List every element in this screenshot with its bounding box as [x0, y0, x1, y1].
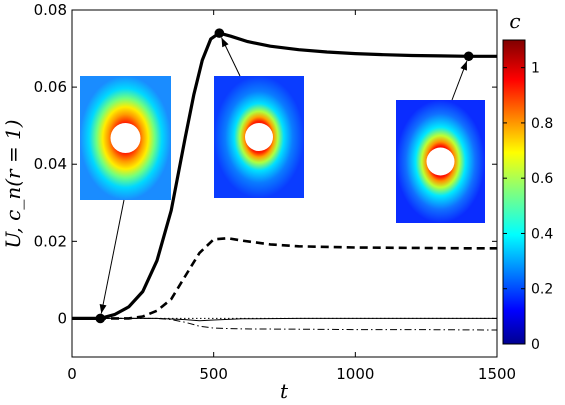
series-line-5	[72, 317, 497, 331]
colorbar	[502, 39, 526, 345]
y-tick-label: 0.04	[34, 155, 67, 173]
x-tick-label: 1500	[478, 365, 516, 383]
axis-ticks: 0 500 1000 1500 0 0.02 0.04 0.06 0.08	[34, 1, 517, 383]
y-tick-label: 0.08	[34, 1, 67, 19]
y-tick-label: 0	[57, 309, 67, 327]
colorbar-tick-label: 0.8	[531, 116, 553, 132]
x-tick-label: 500	[199, 365, 228, 383]
x-tick-label: 0	[67, 365, 77, 383]
colorbar-tick-label: 0	[531, 337, 540, 353]
colorbar-tick-label: 0.4	[531, 226, 553, 242]
data-marker	[463, 51, 474, 62]
arrow-head	[221, 37, 229, 48]
y-axis-label: U, c_n(r = 1)	[1, 119, 25, 248]
x-tick-label: 1000	[336, 365, 374, 383]
colorbar-label: c	[509, 9, 520, 33]
data-marker	[214, 28, 225, 38]
colorbar-tick-label: 0.2	[531, 282, 553, 298]
inset-field-1	[80, 76, 171, 200]
arrow-head	[99, 304, 107, 314]
inset-images	[80, 76, 485, 223]
svg-text:U, c_n(r = 1): U, c_n(r = 1)	[1, 119, 25, 248]
colorbar-ticks: 0 0.2 0.4 0.6 0.8 1	[503, 61, 553, 353]
inset-hole	[426, 147, 455, 176]
inset-arrow	[100, 199, 125, 314]
y-tick-label: 0.02	[34, 232, 67, 250]
y-tick-label: 0.06	[34, 78, 67, 96]
plot-frame	[71, 9, 498, 358]
inset-field-2	[214, 76, 304, 198]
inset-hole	[245, 123, 273, 151]
markers	[95, 28, 474, 324]
colorbar-tick-label: 1	[531, 61, 540, 77]
arrow-head	[460, 60, 467, 71]
x-axis-label: t	[280, 379, 289, 403]
data-marker	[95, 313, 106, 324]
series-line-2	[72, 236, 497, 320]
colorbar-tick-label: 0.6	[531, 171, 553, 187]
inset-hole	[110, 123, 141, 153]
inset-field-3	[396, 100, 485, 223]
